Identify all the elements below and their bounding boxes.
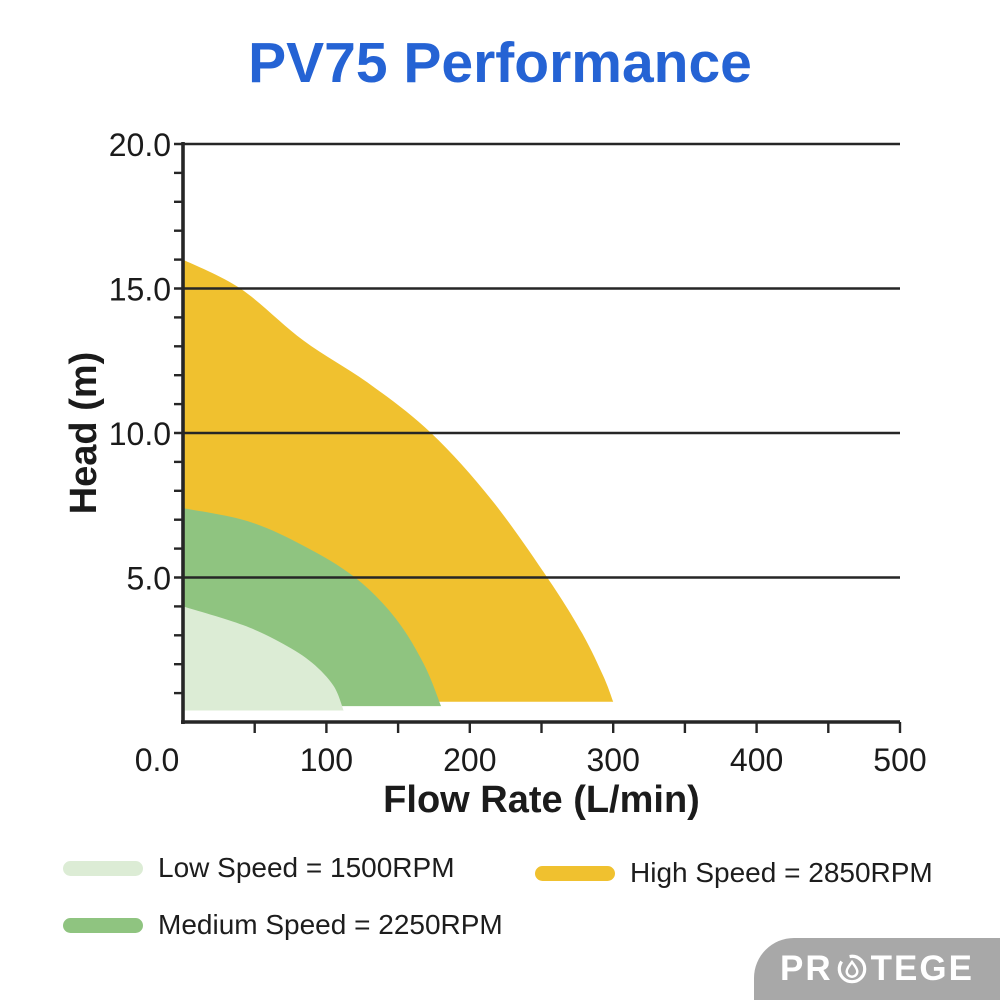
area-1500rpm [183, 606, 344, 711]
y-tick-label-20.0: 20.0 [109, 127, 171, 163]
y-tick-label-5.0: 5.0 [127, 561, 171, 597]
legend-label-medium-speed: Medium Speed = 2250RPM [158, 909, 503, 940]
logo-text-post: TEGE [870, 949, 974, 988]
x-tick-label-0.0: 0.0 [135, 742, 179, 778]
y-axis-title: Head (m) [63, 352, 105, 515]
legend-item-low-speed: Low Speed = 1500RPM [63, 852, 455, 884]
legend-swatch-medium-speed [63, 917, 143, 933]
legend-label-high-speed: High Speed = 2850RPM [630, 857, 933, 888]
legend-swatch-high-speed [535, 865, 615, 881]
x-tick-label-100: 100 [300, 742, 353, 778]
legend-item-high-speed: High Speed = 2850RPM [535, 857, 933, 889]
x-tick-label-300: 300 [587, 742, 640, 778]
y-tick-label-15.0: 15.0 [109, 272, 171, 308]
x-tick-label-200: 200 [443, 742, 496, 778]
legend-item-medium-speed: Medium Speed = 2250RPM [63, 909, 503, 941]
x-tick-label-400: 400 [730, 742, 783, 778]
water-drop-icon [837, 954, 866, 984]
legend-swatch-low-speed [63, 860, 143, 876]
logo-text-pre: PR [780, 949, 833, 988]
page-title: PV75 Performance [248, 31, 752, 95]
x-tick-label-500: 500 [873, 742, 926, 778]
y-tick-label-10.0: 10.0 [109, 416, 171, 452]
protege-logo: PR TEGE [754, 938, 1000, 1000]
x-axis-title: Flow Rate (L/min) [383, 779, 700, 821]
legend-label-low-speed: Low Speed = 1500RPM [158, 852, 455, 883]
